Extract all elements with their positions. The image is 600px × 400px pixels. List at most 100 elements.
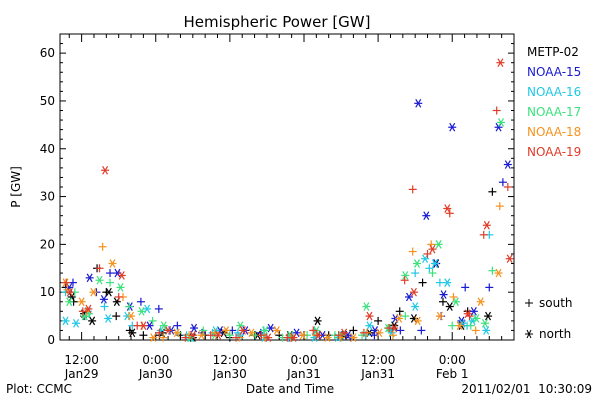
north-point [404,292,413,302]
x-tick-label-date: Jan30 [138,367,173,381]
north-point [116,283,125,292]
north-point [127,311,136,321]
north-point [89,287,98,297]
north-point [443,204,452,213]
y-axis: 0 10 20 30 40 50 60 [40,43,514,347]
x-tick-label-date: Jan31 [360,367,395,381]
legend-entry: NOAA-15 [527,65,581,79]
x-tick-label-time: 0:00 [142,353,169,367]
north-point [264,333,273,342]
north-point [430,259,439,268]
south-point [68,278,77,287]
north-point [298,330,307,340]
south-point [448,321,457,330]
south-point [62,278,71,287]
north-point [104,314,113,323]
legend-entry: NOAA-19 [527,145,581,159]
north-point [61,316,70,326]
north-point [313,316,322,326]
north-point [428,244,437,254]
south-point [411,269,420,278]
south-point [435,278,444,287]
marker-legend: south north [525,296,573,341]
north-point [112,297,121,307]
north-point [443,278,452,287]
south-point [466,321,475,330]
north-point [84,304,93,314]
north-point [247,328,256,338]
footer-plot-credit: Plot: CCMC [6,382,72,396]
south-point [445,209,454,218]
north-point [164,326,173,335]
north-point [422,211,431,221]
south-point [492,106,501,115]
north-point [434,240,443,249]
x-tick-label-time: 12:00 [64,353,99,367]
north-point [455,321,464,330]
north-point [101,165,110,175]
south-point [181,333,190,342]
y-tick-label: 30 [40,190,55,204]
south-point [388,331,397,340]
north-point [197,330,206,340]
north-point [463,309,472,319]
north-point [314,330,323,340]
north-point [472,314,481,323]
north-point [95,275,104,285]
north-point [272,326,281,335]
marker-legend-label: south [539,296,573,310]
x-tick-label-date: Jan31 [286,367,321,381]
south-point [112,312,121,321]
x-axis: 12:00Jan290:00Jan3012:00Jan300:00Jan3112… [64,34,515,381]
south-point [78,307,87,316]
north-point [439,290,448,299]
north-point [340,328,349,338]
north-point [365,311,374,321]
south-point [449,292,458,301]
south-point [503,183,512,191]
north-point [172,328,181,338]
south-point [173,321,182,330]
y-axis-label: P [GW] [9,166,23,208]
north-point [149,333,158,342]
marker-legend-entry: north [525,327,571,341]
south-point [425,264,434,273]
y-tick-label: 60 [40,46,55,60]
north-point [214,330,223,340]
north-point [188,330,197,340]
north-point [65,297,74,307]
x-tick-label-time: 12:00 [213,353,248,367]
north-point [190,323,199,333]
south-point [106,269,115,278]
north-point [482,326,491,335]
south-point [257,331,266,340]
south-point [106,278,115,287]
south-point [159,333,168,342]
south-point [139,331,148,340]
south-point [225,331,234,340]
north-point [108,259,117,268]
x-tick-label-date: Jan29 [64,367,99,381]
north-point [349,333,358,342]
x-tick-label-date: Jan30 [212,367,247,381]
north-point [117,271,126,280]
south-point [95,264,104,273]
x-tick-label-time: 12:00 [361,353,396,367]
south-point [114,292,123,301]
north-point [494,268,503,278]
south-point [479,230,488,239]
south-point [408,247,417,256]
north-point [104,287,113,297]
x-tick-label-date: Feb 1 [436,367,469,381]
north-point [496,58,505,68]
marker-legend-entry: south [525,296,573,310]
south-point [206,331,215,340]
y-tick-label: 50 [40,94,55,108]
north-point [238,326,247,335]
south-point [100,302,109,311]
x-axis-label: Date and Time [246,382,334,396]
south-point [374,316,383,325]
north-point [65,287,74,297]
south-point [154,304,163,313]
